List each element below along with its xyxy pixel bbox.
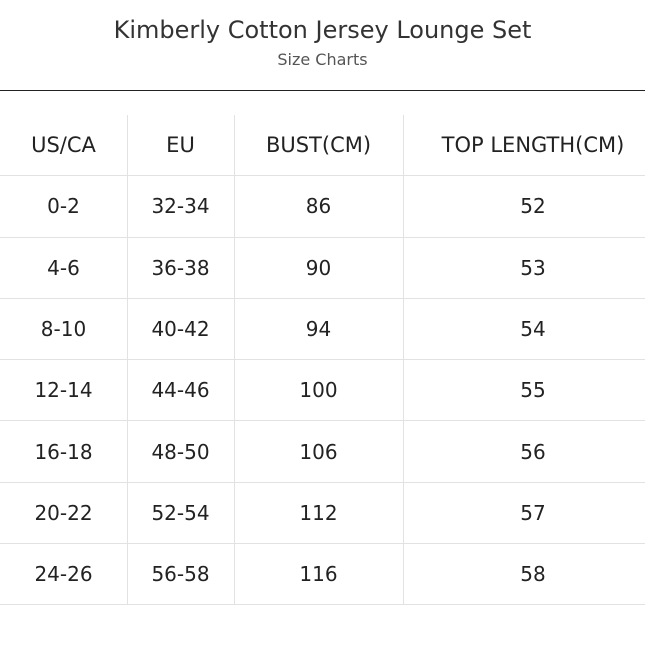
- title: Kimberly Cotton Jersey Lounge Set: [113, 16, 532, 44]
- table-cell: 16-18: [0, 422, 127, 483]
- table-cell: 12-14: [0, 360, 127, 422]
- column-divider: [403, 115, 404, 606]
- table-cell: 53: [403, 238, 645, 299]
- table-cell: 116: [234, 544, 403, 606]
- table-cell: 100: [234, 360, 403, 422]
- table-cell: 56-58: [127, 544, 234, 606]
- table-cell: 36-38: [127, 238, 234, 299]
- column-divider: [234, 115, 235, 606]
- table-cell: 55: [403, 360, 645, 422]
- table-cell: 52: [403, 176, 645, 238]
- table-cell: 112: [234, 483, 403, 545]
- table-cell: 54: [403, 299, 645, 361]
- table-cell: 40-42: [127, 299, 234, 361]
- divider: [0, 90, 645, 91]
- table-cell: 8-10: [0, 299, 127, 361]
- table-cell: 44-46: [127, 360, 234, 422]
- size-table: US/CA EU BUST(CM) TOP LENGTH(CM) 0-2 32-34 86 5…: [0, 115, 645, 615]
- column-header: EU: [127, 115, 234, 177]
- column-header: TOP LENGTH(CM): [403, 115, 645, 177]
- table-cell: 94: [234, 299, 403, 361]
- table-cell: 24-26: [0, 544, 127, 606]
- column-header: BUST(CM): [234, 115, 403, 177]
- table-cell: 56: [403, 422, 645, 483]
- table-cell: 32-34: [127, 176, 234, 238]
- table-cell: 57: [403, 483, 645, 545]
- table-cell: 52-54: [127, 483, 234, 545]
- subtitle: Size Charts: [277, 50, 368, 69]
- column-header: US/CA: [0, 115, 127, 177]
- table-cell: 48-50: [127, 422, 234, 483]
- table-cell: 20-22: [0, 483, 127, 545]
- table-cell: 90: [234, 238, 403, 299]
- table-cell: 0-2: [0, 176, 127, 238]
- table-cell: 4-6: [0, 238, 127, 299]
- table-cell: 86: [234, 176, 403, 238]
- column-divider: [127, 115, 128, 606]
- table-cell: 106: [234, 422, 403, 483]
- table-cell: 58: [403, 544, 645, 606]
